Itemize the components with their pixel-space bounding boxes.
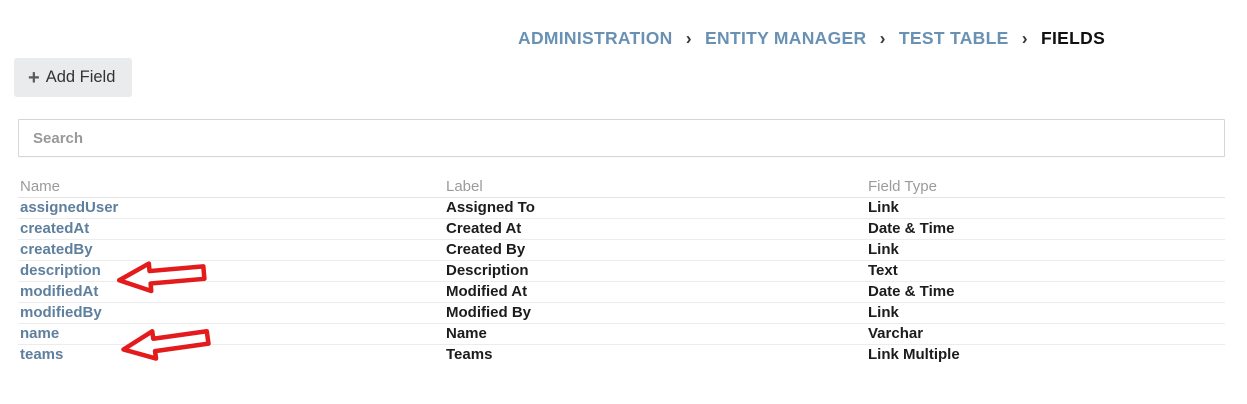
table-row: description Description Text — [18, 259, 1225, 281]
add-field-button-label: Add Field — [45, 68, 116, 86]
field-name-link[interactable]: createdBy — [20, 241, 93, 258]
column-header-field-type: Field Type — [866, 176, 1225, 198]
field-label-text: Modified At — [446, 283, 528, 300]
field-label-text: Created By — [446, 241, 526, 258]
field-type-text: Link Multiple — [868, 346, 960, 364]
add-field-button[interactable]: + Add Field — [14, 58, 133, 97]
field-name-link[interactable]: modifiedAt — [20, 283, 99, 300]
field-name-link[interactable]: teams — [20, 346, 64, 364]
field-type-text: Date & Time — [868, 283, 955, 300]
field-label-text: Name — [446, 325, 487, 342]
field-name-link[interactable]: description — [20, 262, 101, 279]
breadcrumb: ADMINISTRATION › ENTITY MANAGER › TEST T… — [518, 28, 1105, 49]
table-row: createdBy Created By Link — [18, 238, 1225, 260]
field-label-text: Assigned To — [446, 199, 535, 216]
field-label-text: Description — [446, 262, 529, 279]
field-type-text: Text — [868, 262, 898, 279]
field-name-link[interactable]: modifiedBy — [20, 304, 102, 321]
table-row: assignedUser Assigned To Link — [18, 197, 1225, 218]
table-row: teams Teams Link Multiple — [18, 343, 1225, 365]
breadcrumb-separator-icon: › — [685, 28, 692, 48]
table-row: name Name Varchar — [18, 322, 1225, 344]
field-type-text: Varchar — [868, 325, 924, 342]
field-label-text: Teams — [446, 346, 493, 364]
field-label-text: Created At — [446, 220, 522, 237]
table-header-row: Name Label Field Type — [18, 176, 1225, 198]
search-input[interactable] — [18, 119, 1225, 157]
field-name-link[interactable]: createdAt — [20, 220, 90, 237]
table-row: createdAt Created At Date & Time — [18, 217, 1225, 239]
table-row: modifiedAt Modified At Date & Time — [18, 280, 1225, 302]
column-header-name: Name — [18, 176, 444, 198]
field-label-text: Modified By — [446, 304, 531, 321]
breadcrumb-link-entity-manager[interactable]: ENTITY MANAGER — [705, 28, 867, 48]
field-name-link[interactable]: name — [20, 325, 60, 342]
field-type-text: Date & Time — [868, 220, 955, 237]
breadcrumb-link-test-table[interactable]: TEST TABLE — [898, 28, 1009, 48]
field-type-text: Link — [868, 241, 899, 258]
breadcrumb-separator-icon: › — [879, 28, 886, 48]
table-row: modifiedBy Modified By Link — [18, 301, 1225, 323]
field-type-text: Link — [868, 199, 899, 216]
plus-icon: + — [28, 66, 40, 89]
field-name-link[interactable]: assignedUser — [20, 199, 119, 216]
field-type-text: Link — [868, 304, 899, 321]
fields-table: Name Label Field Type assignedUser Assig… — [18, 176, 1225, 365]
column-header-label: Label — [444, 176, 866, 198]
breadcrumb-link-administration[interactable]: ADMINISTRATION — [518, 28, 673, 48]
breadcrumb-separator-icon: › — [1021, 28, 1028, 48]
breadcrumb-current-fields: FIELDS — [1041, 28, 1106, 48]
